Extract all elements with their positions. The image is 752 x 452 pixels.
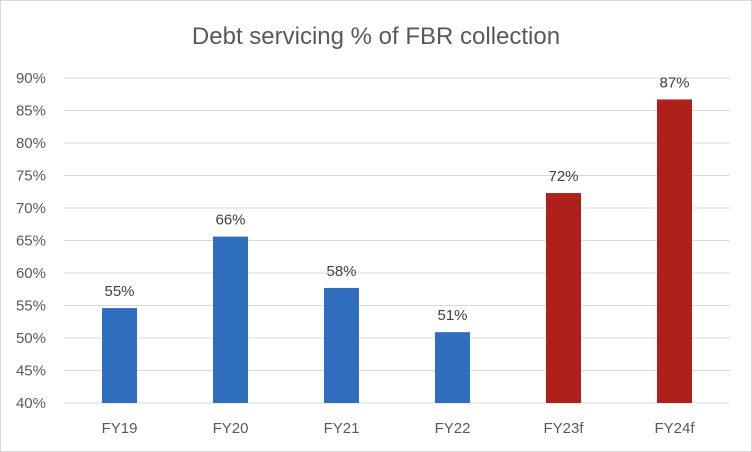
data-label-fy19: 55% [104,283,134,300]
y-tick-label: 70% [16,200,46,217]
x-tick-label: FY21 [324,420,360,437]
x-tick-label: FY24f [654,420,695,437]
y-tick-label: 45% [16,363,46,380]
y-tick-label: 80% [16,135,46,152]
data-label-fy21: 58% [326,263,356,280]
bar-fy22 [435,332,470,403]
y-tick-label: 50% [16,330,46,347]
y-tick-label: 55% [16,298,46,315]
gridlines [64,77,730,404]
y-tick-label: 65% [16,233,46,250]
y-tick-label: 90% [16,70,46,87]
x-tick-label: FY22 [435,420,471,437]
y-tick-label: 75% [16,168,46,185]
data-labels: 55% 66% 58% 51% 72% 87% [104,74,689,324]
y-axis-ticks: 40% 45% 50% 55% 60% 65% 70% 75% 80% 85% 90% [16,70,46,412]
x-tick-label: FY19 [102,420,138,437]
x-tick-label: FY23f [543,420,584,437]
chart-title: Debt servicing % of FBR collection [192,23,560,50]
bar-fy24f [657,99,692,403]
bars [102,99,692,403]
data-label-fy23f: 72% [548,168,578,185]
data-label-fy22: 51% [437,307,467,324]
y-tick-label: 40% [16,395,46,412]
x-tick-label: FY20 [213,420,249,437]
y-tick-label: 60% [16,265,46,282]
data-label-fy24f: 87% [659,74,689,91]
bar-fy21 [324,287,359,403]
bar-fy23f [546,193,581,403]
y-tick-label: 85% [16,103,46,120]
x-axis-ticks: FY19 FY20 FY21 FY22 FY23f FY24f [102,420,696,437]
bar-fy19 [102,308,137,403]
bar-fy20 [213,236,248,403]
data-label-fy20: 66% [215,212,245,229]
